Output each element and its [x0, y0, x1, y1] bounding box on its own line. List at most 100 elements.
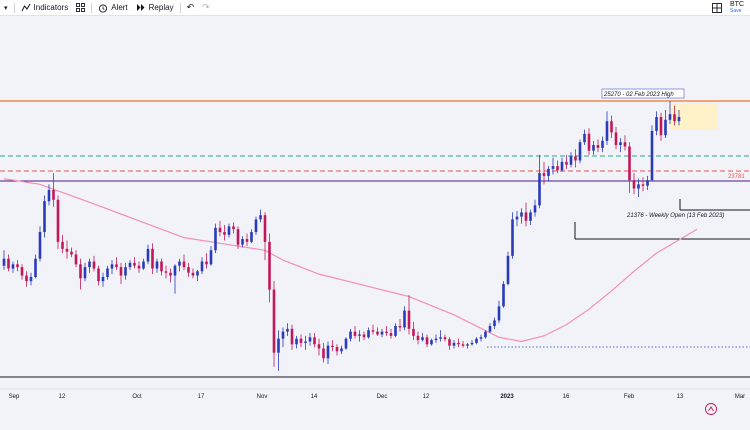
candle-body [83, 267, 87, 279]
candle-body [187, 267, 190, 273]
candle [358, 330, 361, 342]
candle-body [452, 342, 456, 346]
candle [277, 330, 280, 371]
candle-body [65, 248, 69, 252]
candle [659, 112, 663, 141]
candle [484, 330, 487, 339]
candle-body [326, 345, 330, 359]
candle-body [515, 216, 519, 220]
candle [263, 212, 267, 261]
candle-body [502, 283, 505, 307]
candle [245, 233, 249, 247]
candle [371, 324, 375, 335]
candle-body [511, 219, 514, 256]
candle-body [385, 331, 388, 334]
candle [16, 260, 19, 272]
chart-menu-icon[interactable]: ▾ [4, 4, 8, 12]
candle-body [389, 333, 393, 336]
replay-label: Replay [148, 3, 174, 12]
redo-button[interactable]: ↷ [198, 0, 214, 15]
candle-body [668, 114, 672, 120]
candle-body [38, 232, 42, 259]
candle-body [124, 267, 127, 276]
candle [592, 140, 595, 155]
x-tick-label: 2023 [500, 394, 514, 400]
candle-body [592, 145, 595, 151]
candle [394, 323, 397, 338]
candle [610, 115, 613, 139]
candle [389, 328, 393, 339]
candle [632, 173, 636, 195]
candle [200, 257, 204, 275]
candle [623, 135, 627, 151]
candle [97, 265, 100, 286]
indicators-button[interactable]: Indicators [17, 0, 73, 15]
candle [227, 223, 231, 238]
candle-body [340, 348, 343, 352]
candle [637, 178, 640, 197]
price-chart[interactable]: 25270 - 02 Feb 2023 High 23781 21376 - W… [0, 16, 750, 430]
candle-body [88, 261, 91, 268]
candle-body [461, 344, 465, 346]
candle-body [524, 212, 528, 221]
candle [191, 268, 195, 279]
candle [515, 210, 519, 227]
candle [443, 334, 447, 342]
candle-body [182, 261, 186, 268]
candle [488, 323, 492, 334]
toolbar-right: BTC Save [712, 0, 744, 15]
high-label: 25270 - 02 Feb 2023 High [603, 92, 674, 98]
candle [83, 262, 87, 282]
candle [344, 337, 348, 350]
candle-body [160, 261, 163, 272]
candle-body [407, 310, 411, 329]
layout-icon[interactable] [712, 2, 722, 13]
candle [61, 234, 64, 254]
candle-body [259, 215, 262, 220]
candle [254, 216, 258, 235]
candle [439, 330, 442, 342]
candle-body [583, 133, 586, 143]
candle-body [254, 219, 258, 233]
candle-body [380, 331, 384, 335]
tradingview-badge-icon[interactable] [705, 403, 717, 415]
candle [322, 342, 325, 363]
alert-button[interactable]: Alert [94, 0, 131, 15]
candle [11, 261, 15, 273]
candle-body [97, 268, 100, 282]
candle-body [628, 146, 631, 181]
candle-body [479, 337, 483, 339]
candle [250, 229, 253, 244]
candle-body [362, 334, 366, 338]
candle-body [11, 264, 15, 269]
undo-button[interactable]: ↶ [183, 0, 199, 15]
candle-body [497, 306, 501, 321]
candle-body [304, 341, 307, 343]
candle-body [475, 338, 478, 343]
candle-body [421, 337, 424, 341]
candle-body [272, 289, 276, 353]
candle-body [403, 310, 406, 328]
layout-grid-button[interactable] [72, 0, 89, 15]
candle-body [290, 328, 294, 345]
candle-body [151, 248, 154, 269]
x-tick-label: 17 [198, 394, 205, 400]
save-label: Save [730, 7, 742, 14]
replay-button[interactable]: Replay [132, 0, 178, 15]
candle-body [547, 168, 550, 176]
candle [520, 208, 523, 224]
candle-body [677, 116, 681, 122]
candle [74, 250, 78, 268]
candle-body [659, 116, 663, 136]
candle [218, 220, 222, 237]
symbol-save-block[interactable]: BTC Save [730, 1, 744, 14]
candle-body [551, 166, 555, 169]
candle-body [313, 337, 316, 345]
candle-body [245, 239, 249, 242]
candle-body [394, 326, 397, 336]
candle-body [538, 173, 541, 206]
candle [187, 262, 190, 277]
candle-body [331, 345, 334, 348]
candle-body [641, 184, 645, 186]
candle [601, 136, 604, 153]
